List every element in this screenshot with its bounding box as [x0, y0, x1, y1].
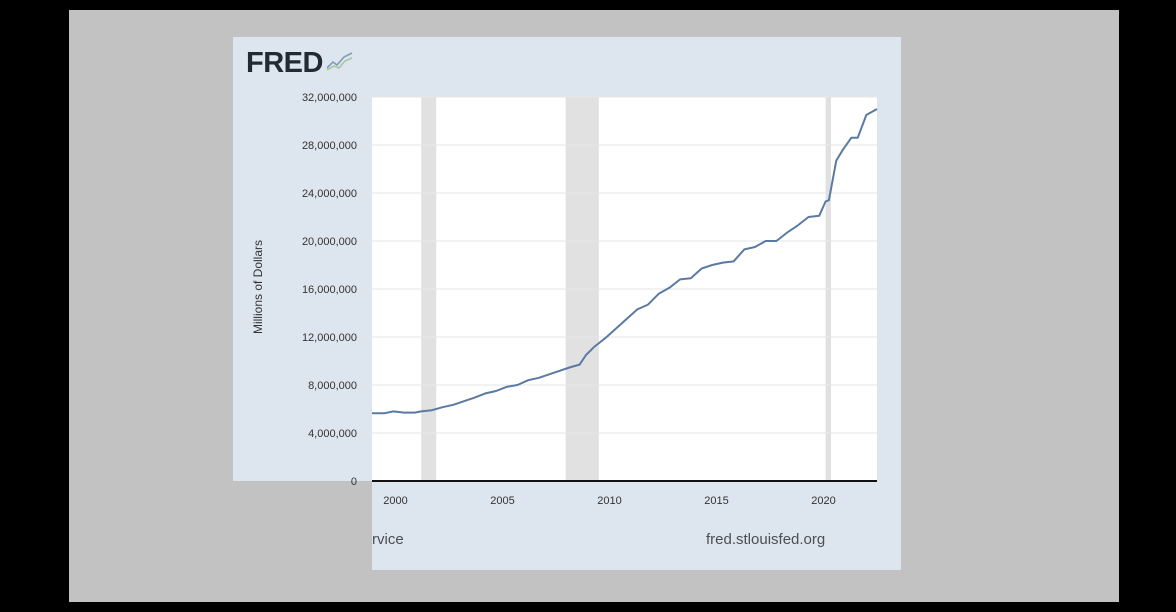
x-tick-label: 2000: [383, 495, 407, 507]
x-axis-ticks: 2000 2005 2010 2015 2020: [383, 495, 835, 507]
y-tick-label: 28,000,000: [302, 140, 357, 152]
y-tick-label: 20,000,000: [302, 236, 357, 248]
y-tick-label: 12,000,000: [302, 332, 357, 344]
x-tick-label: 2020: [811, 495, 835, 507]
left-black-bar: [0, 10, 69, 602]
y-axis-title: Millions of Dollars: [251, 240, 265, 334]
logo-text: FRED: [246, 46, 323, 79]
chart-panel-footer: [372, 481, 901, 570]
series-line: [372, 108, 878, 415]
x-tick-label: 2005: [490, 495, 514, 507]
x-tick-label: 2015: [704, 495, 728, 507]
gridlines: [372, 96, 877, 434]
y-tick-label: 24,000,000: [302, 188, 357, 200]
source-text: rvice: [372, 531, 404, 548]
y-axis-ticks: 0 4,000,000 8,000,000 12,000,000 16,000,000 2…: [302, 92, 357, 488]
y-tick-label: 4,000,000: [308, 428, 357, 440]
line-chart-icon: [325, 49, 355, 78]
y-tick-label: 16,000,000: [302, 284, 357, 296]
x-tick-label: 2010: [597, 495, 621, 507]
fred-logo: FRED: [246, 46, 355, 80]
y-tick-label: 0: [351, 476, 357, 488]
y-tick-label: 8,000,000: [308, 380, 357, 392]
source-url: fred.stlouisfed.org: [706, 531, 826, 548]
y-tick-label: 32,000,000: [302, 92, 357, 104]
